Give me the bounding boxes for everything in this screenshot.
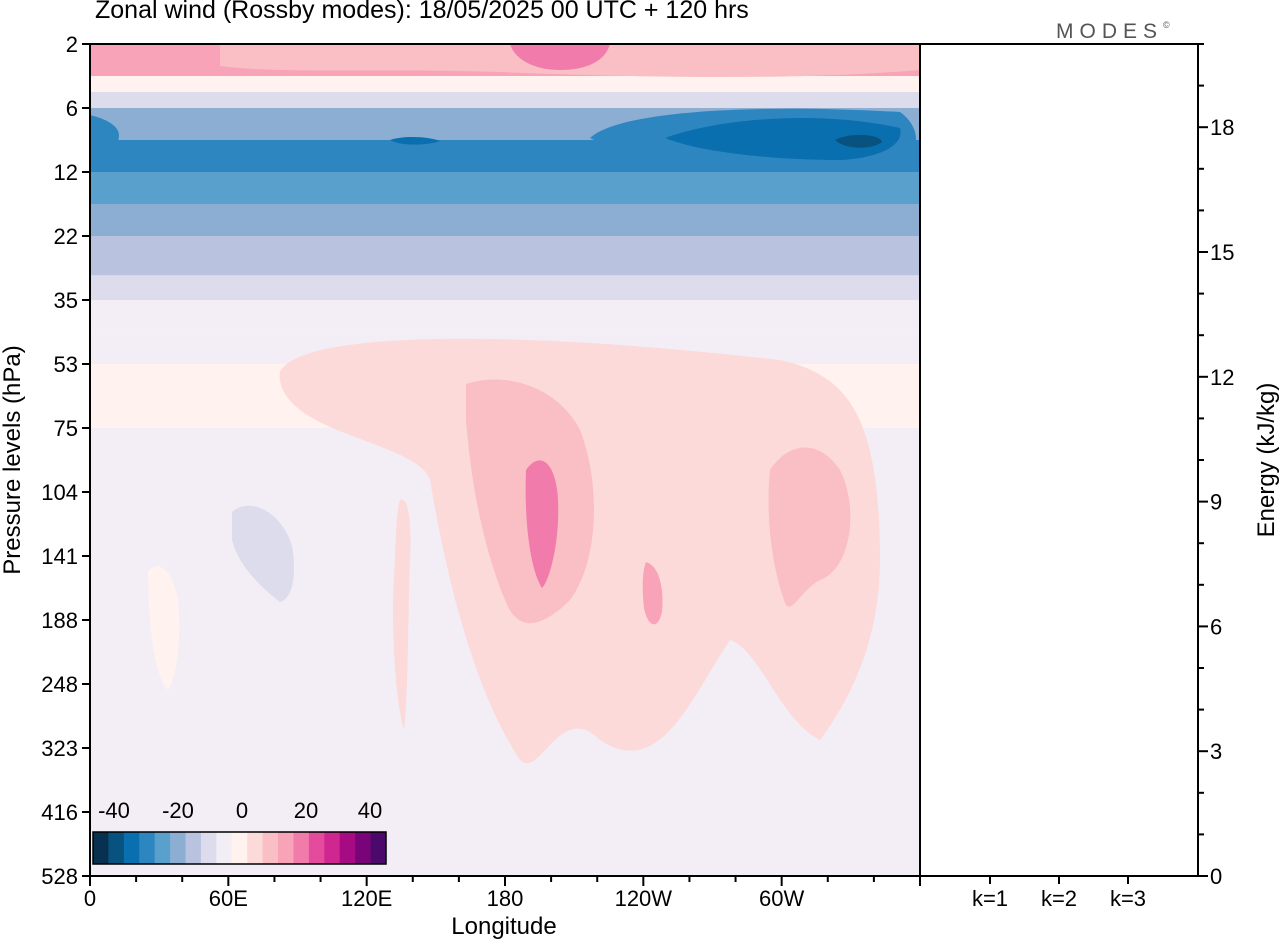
energy-bars: k=1 k=2 k=3	[966, 875, 1152, 911]
colorbar-swatch	[339, 832, 356, 864]
x-tick-label: 120E	[341, 886, 392, 911]
colorbar: -40 -20 0 20 40	[92, 798, 387, 865]
colorbar-swatch	[170, 832, 187, 864]
colorbar-swatch	[200, 832, 217, 864]
contour-band	[90, 300, 920, 336]
brand-logo: MODES©	[1056, 20, 1170, 44]
colorbar-label: 20	[294, 798, 318, 823]
y-tick-label: 248	[41, 672, 78, 697]
energy-y-tick-label: 15	[1210, 240, 1234, 265]
contour-region	[393, 499, 411, 730]
colorbar-swatch	[370, 832, 387, 864]
x-tick-label: 60W	[759, 886, 804, 911]
y-tick-label: 416	[41, 800, 78, 825]
contour-region	[860, 770, 920, 876]
energy-bar	[1104, 875, 1152, 877]
energy-y-tick-label: 3	[1210, 739, 1222, 764]
y-tick-label: 6	[66, 96, 78, 121]
energy-category-label: k=3	[1110, 886, 1146, 911]
y-tick-label: 528	[41, 864, 78, 889]
x-axis: 0 60E 120E 180 120W 60W	[84, 876, 921, 911]
energy-frame	[919, 43, 1199, 877]
energy-category-label: k=2	[1041, 886, 1077, 911]
colorbar-swatch	[308, 832, 325, 864]
colorbar-swatch	[324, 832, 341, 864]
contour-band	[90, 204, 920, 236]
y-tick-label: 2	[66, 32, 78, 57]
colorbar-label: -40	[98, 798, 130, 823]
energy-y-tick-label: 6	[1210, 614, 1222, 639]
colorbar-swatch	[185, 832, 202, 864]
contour-region	[835, 134, 882, 148]
contour-region	[510, 44, 610, 70]
colorbar-swatch	[93, 832, 109, 864]
energy-axis: 0 3 6 9 12 15 18	[1198, 43, 1234, 889]
colorbar-label: 0	[236, 798, 248, 823]
brand-text: MODES	[1056, 20, 1164, 43]
contour-region	[90, 115, 120, 172]
contour-region	[704, 755, 759, 876]
y-tick-label: 22	[54, 224, 78, 249]
colorbar-swatch	[154, 832, 171, 864]
x-tick-label: 180	[487, 886, 524, 911]
colorbar-swatch	[123, 832, 140, 864]
colorbar-label: -20	[162, 798, 194, 823]
colorbar-swatch	[216, 832, 233, 864]
brand-mark: ©	[1163, 20, 1170, 30]
y-tick-label: 12	[54, 160, 78, 185]
y-axis-title: Pressure levels (hPa)	[0, 345, 26, 574]
contour-band	[90, 172, 920, 204]
x-tick-label: 120W	[615, 886, 673, 911]
colorbar-frame	[92, 831, 387, 865]
energy-y-tick-label: 12	[1210, 365, 1234, 390]
y-tick-label: 75	[54, 416, 78, 441]
colorbar-swatch	[355, 832, 372, 864]
contour-region	[176, 461, 339, 716]
contour-region	[580, 818, 629, 876]
contour-band	[90, 76, 920, 92]
colorbar-swatch	[231, 832, 248, 864]
energy-y-tick-label: 18	[1210, 115, 1234, 140]
y-tick-label: 188	[41, 608, 78, 633]
colorbar-swatch	[139, 832, 156, 864]
contour-region	[390, 137, 440, 145]
energy-bar	[966, 875, 1014, 877]
energy-axis-title: Energy (kJ/kg)	[1253, 383, 1280, 538]
colorbar-swatch	[278, 832, 294, 864]
chart-title: Zonal wind (Rossby modes): 18/05/2025 00…	[95, 0, 749, 24]
energy-y-tick-label: 9	[1210, 490, 1222, 515]
y-tick-label: 141	[41, 544, 78, 569]
contour-region	[665, 117, 901, 160]
x-axis-title: Longitude	[451, 913, 556, 940]
colorbar-swatch	[108, 832, 125, 864]
contour-region	[768, 447, 851, 607]
contour-region	[232, 505, 295, 602]
contour-region	[525, 460, 559, 588]
contour-plot	[90, 44, 920, 876]
y-tick-label: 104	[41, 480, 78, 505]
contour-region	[642, 562, 663, 625]
contour-band	[90, 236, 920, 276]
colorbar-swatch	[262, 832, 279, 864]
y-tick-label: 53	[54, 352, 78, 377]
x-tick-label: 60E	[209, 886, 248, 911]
y-tick-label: 323	[41, 736, 78, 761]
colorbar-label: 40	[358, 798, 382, 823]
y-tick-label: 35	[54, 288, 78, 313]
energy-category-label: k=1	[972, 886, 1008, 911]
contour-band	[90, 275, 920, 300]
energy-y-tick-label: 0	[1210, 864, 1222, 889]
contour-region	[148, 566, 180, 690]
colorbar-swatch	[293, 832, 310, 864]
y-axis: 2 6 12 22 35 53 75 104 141 188 248 323 416 528	[41, 32, 90, 889]
energy-bar	[1035, 875, 1083, 877]
contour-band	[90, 92, 920, 108]
colorbar-swatch	[247, 832, 264, 864]
x-tick-label: 0	[84, 886, 96, 911]
